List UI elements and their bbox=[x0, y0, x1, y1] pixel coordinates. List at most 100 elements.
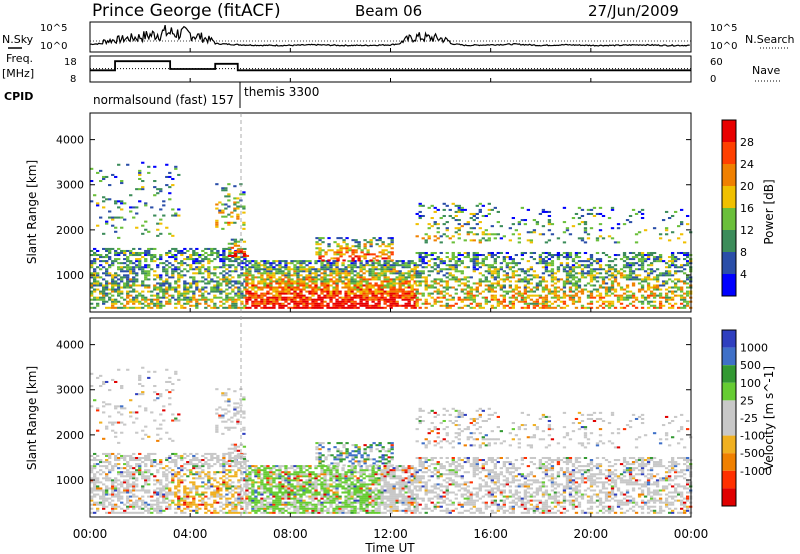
power-cell bbox=[108, 210, 112, 213]
power-cell bbox=[574, 276, 579, 279]
power-cell bbox=[390, 253, 394, 256]
power-cell bbox=[290, 292, 294, 295]
power-cell bbox=[260, 276, 264, 279]
power-cell bbox=[338, 270, 342, 273]
power-cell bbox=[622, 270, 627, 273]
velocity-cell bbox=[275, 469, 279, 472]
power-cell bbox=[673, 256, 678, 259]
power-cell bbox=[386, 294, 390, 297]
power-cell bbox=[120, 251, 124, 255]
power-cell bbox=[553, 288, 558, 291]
power-cell bbox=[272, 298, 276, 301]
power-cell bbox=[248, 270, 252, 273]
power-cell bbox=[305, 296, 309, 299]
power-cell bbox=[436, 258, 440, 261]
velocity-cell bbox=[141, 473, 145, 476]
power-cell bbox=[296, 266, 300, 269]
power-cell bbox=[538, 284, 543, 287]
power-cell bbox=[338, 296, 342, 299]
power-cell bbox=[571, 302, 576, 305]
velocity-cell bbox=[159, 489, 163, 492]
power-cell bbox=[598, 268, 603, 271]
power-cell bbox=[454, 264, 458, 267]
power-cell bbox=[415, 296, 419, 299]
power-cell bbox=[129, 260, 133, 263]
velocity-cell bbox=[180, 469, 184, 472]
velocity-cell bbox=[204, 491, 208, 494]
power-cell bbox=[374, 272, 378, 275]
power-cell bbox=[613, 290, 618, 293]
power-cell bbox=[550, 268, 555, 271]
power-cell bbox=[685, 254, 690, 257]
velocity-cell bbox=[293, 477, 297, 480]
power-cell bbox=[634, 262, 639, 265]
power-cell bbox=[439, 251, 443, 255]
power-cell bbox=[679, 270, 684, 273]
velocity-cell bbox=[207, 485, 211, 488]
power-cell bbox=[126, 296, 130, 299]
power-cell bbox=[102, 260, 106, 263]
power-colorbar-segment bbox=[722, 208, 736, 230]
velocity-cell bbox=[174, 503, 178, 506]
power-cell bbox=[263, 292, 267, 295]
power-cell bbox=[529, 256, 534, 259]
power-cell bbox=[177, 208, 181, 211]
power-cell bbox=[242, 207, 246, 210]
power-cell bbox=[526, 268, 531, 271]
power-cell bbox=[329, 266, 333, 269]
power-cell bbox=[436, 266, 440, 269]
power-cell bbox=[380, 282, 384, 285]
power-cell bbox=[114, 251, 118, 255]
power-cell bbox=[296, 302, 300, 305]
velocity-cell bbox=[219, 459, 223, 462]
power-cell bbox=[631, 292, 636, 295]
power-cell bbox=[362, 284, 366, 287]
power-cell bbox=[314, 276, 318, 279]
velocity-cell bbox=[123, 463, 127, 466]
velocity-cell bbox=[183, 463, 187, 466]
power-cell bbox=[153, 254, 157, 257]
power-cell bbox=[679, 266, 684, 269]
power-cell bbox=[490, 296, 494, 299]
power-cell bbox=[481, 262, 485, 265]
velocity-cell bbox=[251, 489, 255, 492]
power-cell bbox=[189, 258, 193, 261]
power-cell bbox=[565, 262, 570, 265]
velocity-cell bbox=[144, 454, 148, 457]
velocity-cell bbox=[272, 499, 276, 502]
power-cell bbox=[135, 212, 139, 215]
power-cell bbox=[302, 266, 306, 269]
velocity-cell bbox=[254, 511, 258, 514]
power-cell bbox=[490, 298, 494, 301]
power-cell bbox=[348, 247, 352, 250]
velocity-cell bbox=[138, 456, 142, 460]
power-cell bbox=[338, 274, 342, 277]
power-cell bbox=[502, 256, 506, 259]
velocity-cell bbox=[260, 477, 264, 480]
power-cell bbox=[478, 304, 482, 307]
velocity-cell bbox=[278, 467, 282, 470]
velocity-cell bbox=[138, 489, 142, 492]
velocity-cell bbox=[278, 491, 282, 494]
power-cell bbox=[649, 278, 654, 281]
power-cell bbox=[655, 260, 660, 263]
power-cell bbox=[210, 290, 214, 293]
power-cell bbox=[114, 284, 118, 287]
power-cell bbox=[219, 304, 223, 307]
power-cell bbox=[335, 280, 339, 283]
power-cell bbox=[421, 256, 425, 259]
power-cell bbox=[460, 278, 464, 281]
power-cell bbox=[628, 251, 633, 255]
power-cell bbox=[484, 280, 488, 283]
power-cell bbox=[586, 294, 591, 297]
power-cell bbox=[174, 286, 178, 289]
power-cell bbox=[601, 280, 606, 283]
power-cell bbox=[601, 296, 606, 299]
power-cell bbox=[287, 278, 291, 281]
velocity-cell bbox=[183, 489, 187, 492]
power-cell bbox=[601, 306, 606, 309]
power-cell bbox=[225, 272, 229, 275]
power-cell bbox=[505, 256, 509, 259]
power-cell bbox=[574, 282, 579, 285]
power-cell bbox=[257, 264, 261, 267]
